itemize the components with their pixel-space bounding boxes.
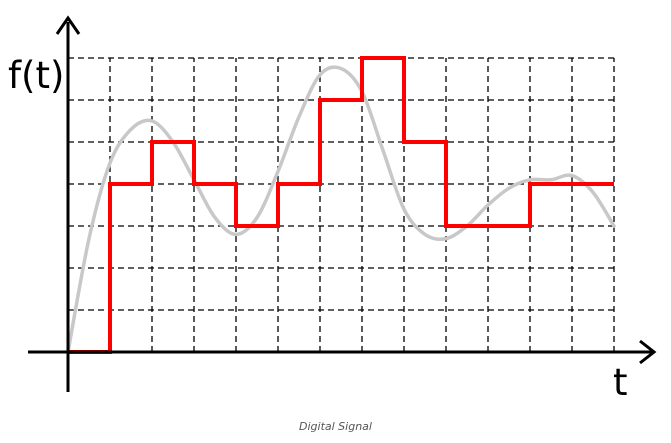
y-axis-label: f(t) (8, 54, 64, 97)
series-layer (66, 56, 616, 354)
axes (28, 15, 657, 392)
analog-signal-line (66, 65, 616, 354)
digital-step-signal-line (68, 56, 614, 354)
y-axis-arrowhead (55, 15, 81, 35)
figure-caption: Digital Signal (299, 420, 372, 433)
grid (68, 57, 615, 352)
x-axis-label: t (613, 361, 628, 404)
x-axis-arrowhead (639, 339, 657, 365)
